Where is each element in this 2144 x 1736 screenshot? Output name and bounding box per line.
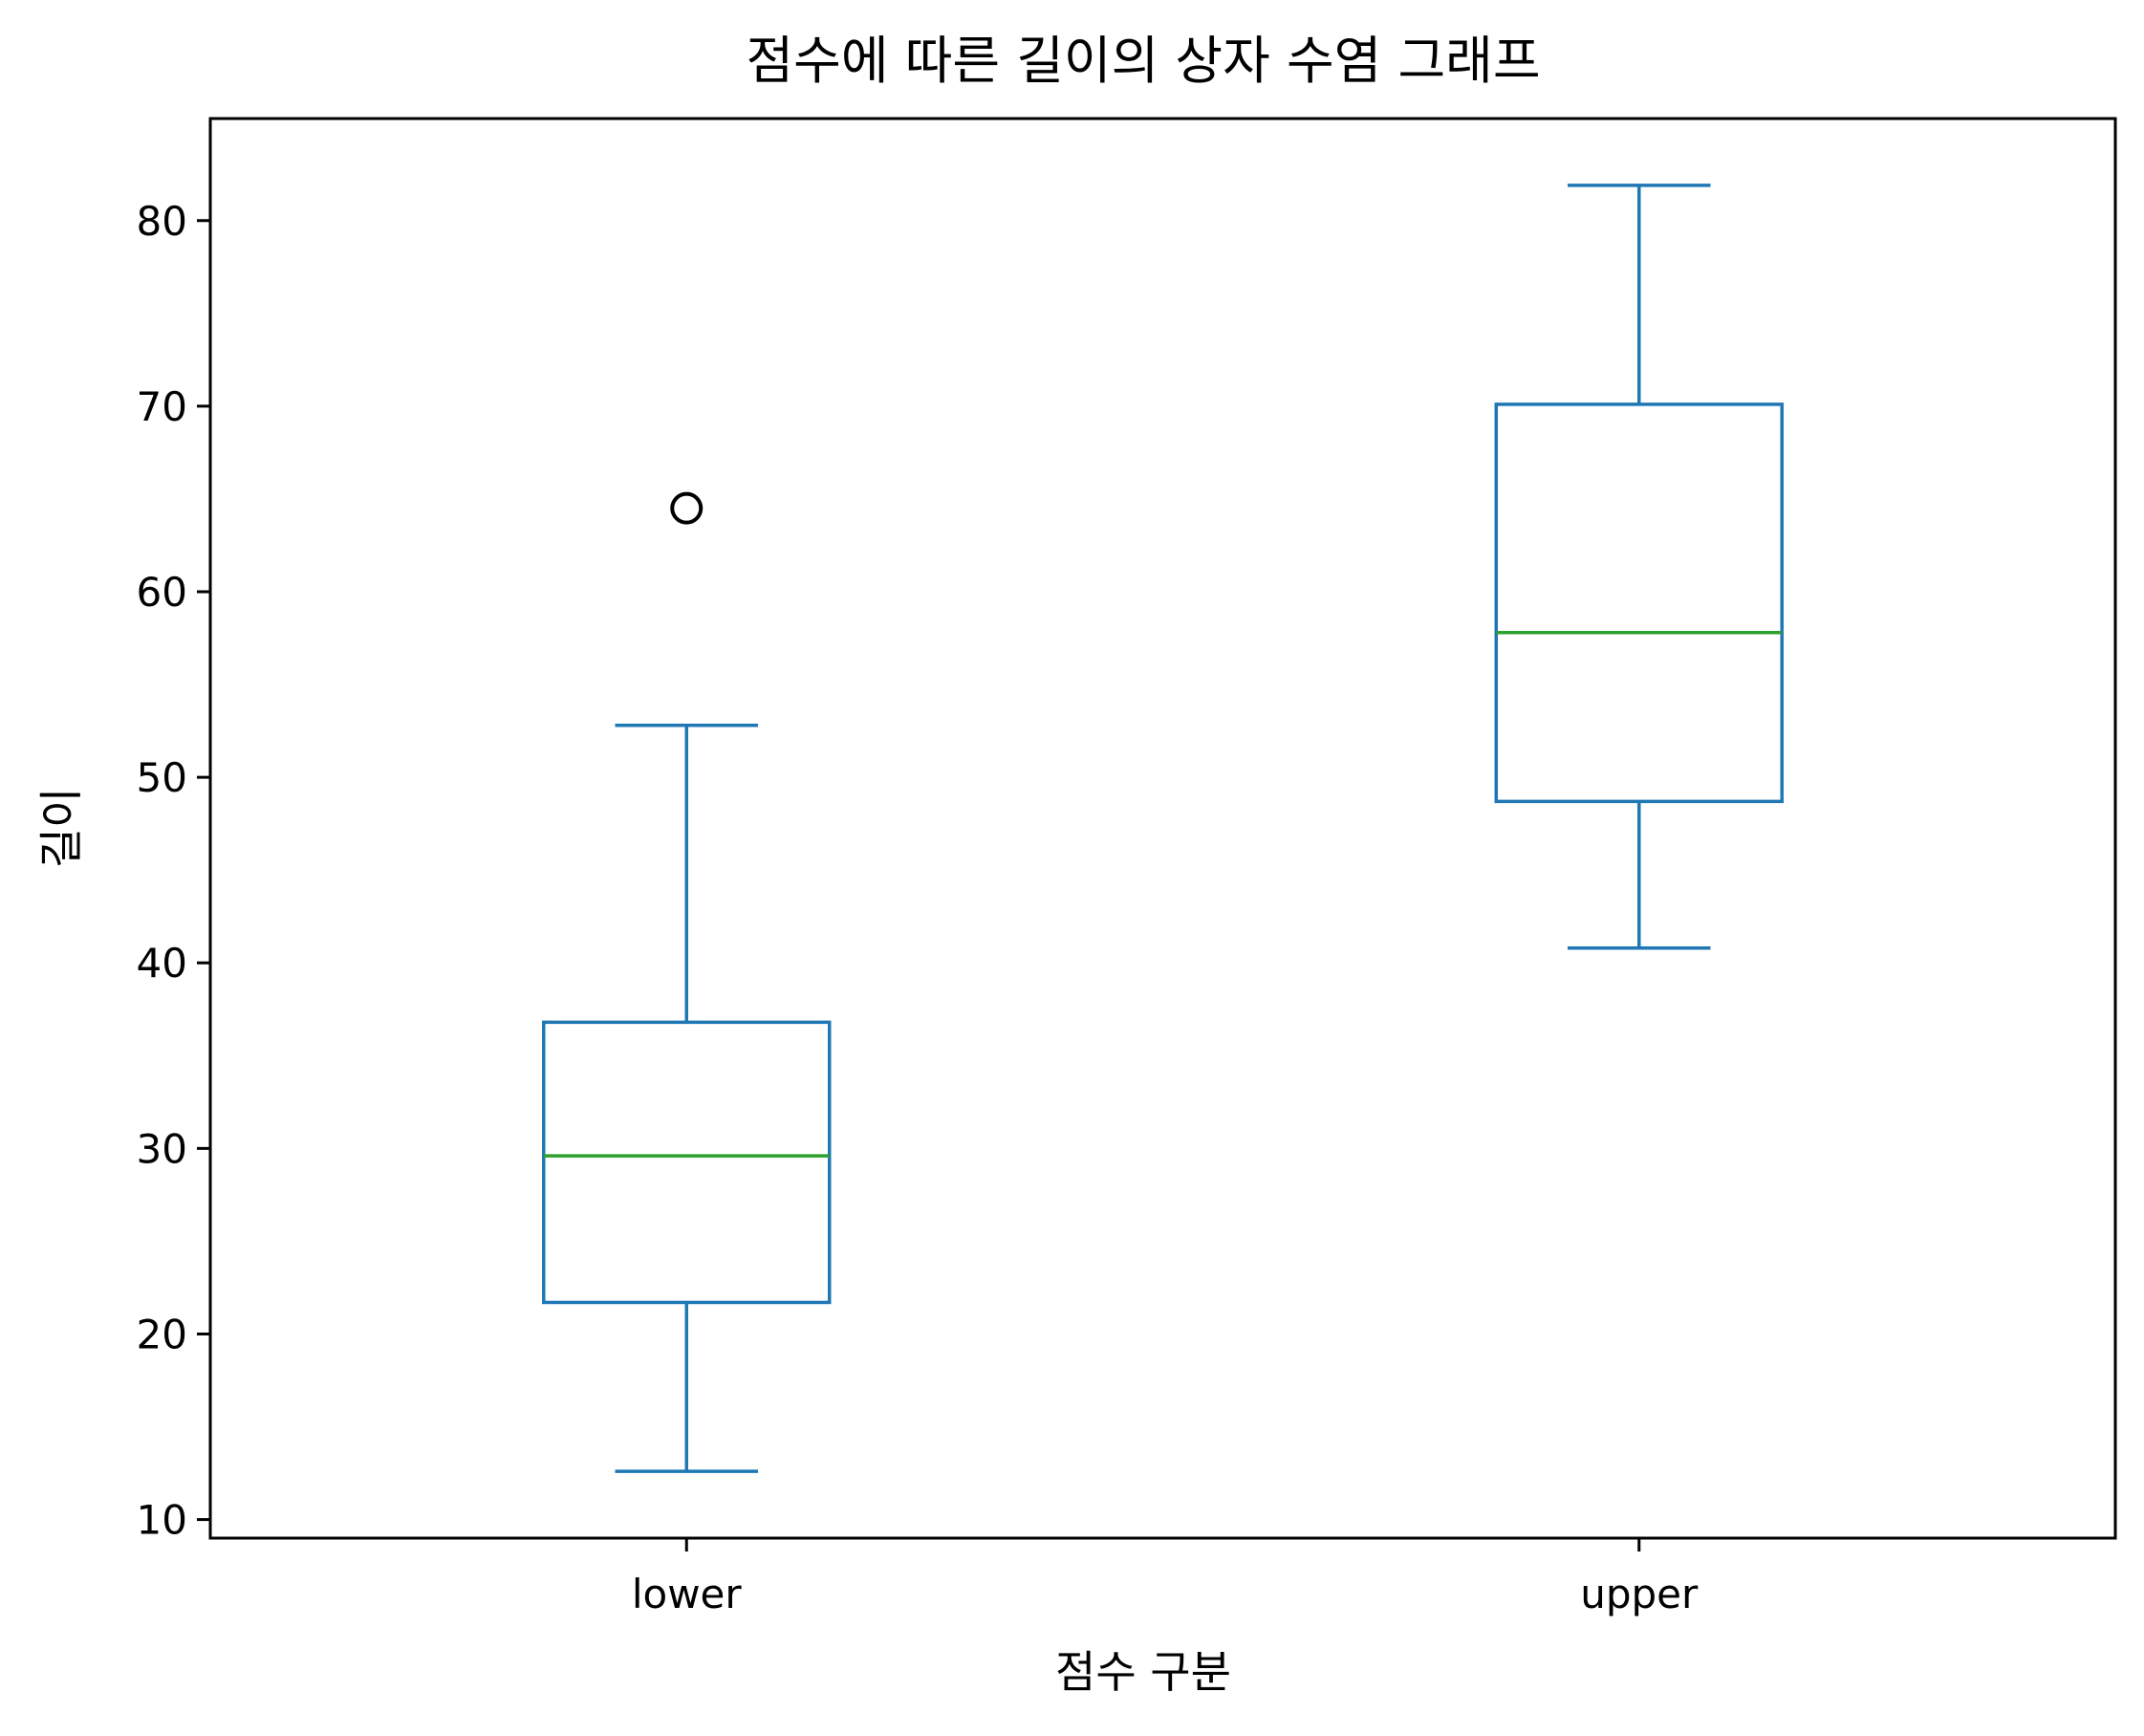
x-axis: lower upper [632,1538,1699,1617]
y-tick-label: 40 [137,940,187,987]
y-tick-label: 50 [137,754,187,801]
plot-area [542,184,1784,1473]
x-axis-label: 점수 구분 [1055,1646,1231,1698]
chart-title: 점수에 따른 길이의 상자 수염 그래프 [746,31,1540,91]
box-group-lower [542,491,832,1473]
y-tick-label: 70 [137,383,187,430]
box-group-upper [1494,184,1784,950]
x-tick-label: lower [632,1571,743,1617]
x-tick-label: upper [1580,1571,1699,1617]
y-axis: 10 20 30 40 50 60 70 80 [137,198,210,1544]
y-tick-label: 60 [137,569,187,616]
y-tick-label: 30 [137,1125,187,1172]
y-tick-label: 80 [137,198,187,245]
outlier-point [670,491,704,525]
box-iqr [542,1020,832,1305]
y-tick-label: 10 [137,1497,187,1544]
y-tick-label: 20 [137,1311,187,1357]
box-iqr [1494,402,1784,804]
y-axis-label: 길이 [35,788,87,869]
axes-frame [208,117,2117,1540]
